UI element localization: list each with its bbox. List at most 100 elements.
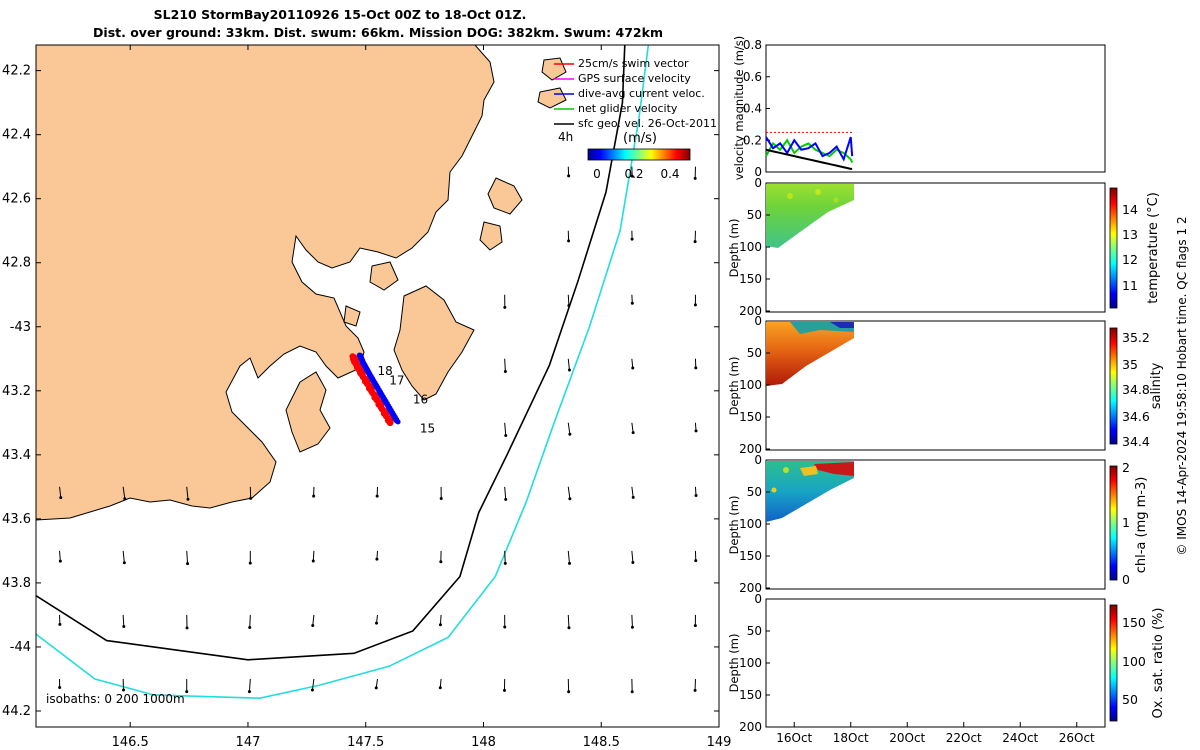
velocity-vector-head [375,621,379,625]
velocity-vector-head [693,303,697,307]
time-tick-label: 16Oct [776,731,812,745]
map-y-tick-label: 42.2 [2,64,31,79]
chla-colorbar-label: chl-a (mg m-3) [1134,477,1149,574]
velocity-vector-head [311,624,315,628]
salinity-section-fill [766,322,854,386]
velocity-vector [504,486,507,500]
velocity-vector-head [631,495,635,499]
velocity-y-label: velocity magnitude (m/s) [732,36,746,181]
land-island-small-2 [537,87,567,109]
velocity-vector [248,678,251,692]
chla-y-label: Depth (m) [727,496,741,555]
chla-colorbar-tick: 2 [1122,460,1130,475]
time-tick-label: 22Oct [946,731,982,745]
velocity-vector [567,486,571,499]
velocity-vector [186,550,189,564]
map-legend: 25cm/s swim vector GPS surface velocity … [554,57,717,130]
velocity-series-line [765,148,853,170]
velocity-vector [504,550,506,564]
temperature-y-label: Depth (m) [727,219,741,278]
map-x-tick-label: 147.5 [347,735,384,750]
temperature-colorbar-tick: 13 [1122,227,1138,242]
temperature-colorbar-label: temperature (°C) [1146,192,1161,304]
salinity-colorbar [1109,327,1118,445]
legend-label-sfc-geo: sfc geo. vel. 26-Oct-2011 [578,117,717,130]
velocity-vector [631,422,634,433]
map-y-tick-label: 44.2 [2,704,31,719]
map-y-tick-label: -44 [10,640,31,655]
velocity-vector-head [567,690,571,694]
map-y-tick-label: 42.6 [2,192,31,207]
velocity-series-line [765,136,854,162]
velocity-vector-head [503,305,507,309]
velocity-vector-head [58,559,62,563]
velocity-vector-head [630,237,634,241]
salinity-colorbar-ticks: 34.4 34.6 34.8 35 35.2 [1122,330,1150,449]
chla-colorbar-tick: 1 [1122,515,1130,530]
velocity-vector-head [503,370,507,374]
velocity-vector-head [693,624,697,628]
map-y-tick-label: 43.6 [2,512,31,527]
velocity-vector [439,614,442,625]
velocity-vector-head [503,561,507,565]
temperature-patch [833,197,839,203]
velocity-vector-head [186,497,190,501]
velocity-vector-head [311,559,315,563]
depth-tick-label: 150 [739,410,762,424]
velocity-vector-head [123,497,127,501]
velocity-vector [311,678,315,691]
velocity-vector-head [568,497,572,501]
salinity-colorbar-label: salinity [1149,362,1164,409]
map-x-ticks: 146.5 147 147.5 148 148.5 149 [112,45,731,750]
track-marker-red [350,353,357,361]
salinity-colorbar-tick: 34.4 [1122,434,1150,449]
map-y-tick-label: -43 [10,320,31,335]
velocity-vector-head [59,496,63,500]
depth-tick-label: 100 [739,656,762,670]
legend-label-gps-velocity: GPS surface velocity [578,72,691,85]
velocity-vector [312,550,315,562]
oxygen-colorbar-tick: 100 [1122,654,1146,669]
day-label: 15 [420,421,435,435]
oxygen-colorbar-ticks: 50 100 150 [1122,615,1146,707]
temperature-colorbar [1109,187,1118,309]
temperature-colorbar-tick: 12 [1122,252,1138,267]
salinity-y-ticks: 0 50 100 150 200 [739,314,770,456]
chla-patch [771,487,777,493]
velocity-vector-head [122,688,126,692]
depth-tick-label: 50 [747,485,762,499]
track-marker-blue [356,352,363,358]
day-label: 18 [378,364,393,378]
oxygen-axes-box [765,598,1106,728]
velocity-vector-head [375,494,379,498]
velocity-vector-head [630,301,634,305]
title-line-1: SL210 StormBay20110926 15-Oct 00Z to 18-… [154,7,527,22]
salinity-colorbar-tick: 35 [1122,357,1138,372]
velocity-vector-head [248,561,252,565]
map-y-tick-label: 43.8 [2,576,31,591]
salinity-colorbar-tick: 34.6 [1122,409,1150,424]
velocity-vector-head [310,688,314,692]
salinity-colorbar-tick: 34.8 [1122,382,1150,397]
salinity-surface-patch [830,322,854,328]
velocity-vector-head [567,626,571,630]
time-tick-label: 24Oct [1002,731,1038,745]
velocity-vector-head [567,239,571,243]
speed-colorbar-tick-0: 0 [593,167,601,181]
temperature-y-ticks: 0 50 100 150 200 [739,176,770,318]
speed-colorbar: 4h (m/s) 0 0.2 0.4 [558,130,691,181]
velocity-vector [567,358,570,371]
day-label: 16 [413,393,428,407]
velocity-vector [631,550,634,563]
chla-y-ticks: 0 50 100 150 200 [739,453,770,595]
copyright-note: © IMOS 14-Apr-2024 19:58:10 Hobart time.… [1175,216,1189,555]
chla-colorbar-tick: 0 [1122,572,1130,587]
velocity-vector-head [504,497,508,501]
depth-tick-label: 50 [747,208,762,222]
isobath-1000m-line [36,45,650,699]
velocity-vector-head [438,623,442,627]
velocity-vector-head [122,625,126,629]
velocity-vector [122,614,125,627]
velocity-vector [186,486,189,500]
